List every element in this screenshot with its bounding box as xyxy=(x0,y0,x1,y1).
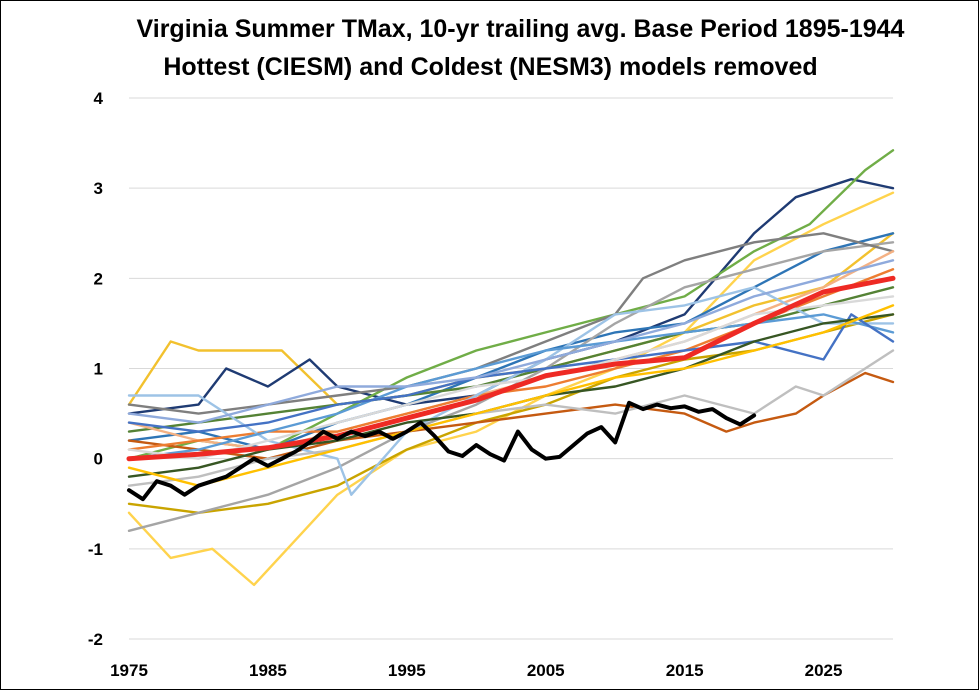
x-tick-label: 2005 xyxy=(527,661,565,680)
series-line-model-18 xyxy=(127,349,895,487)
y-tick-label: 1 xyxy=(94,360,103,379)
y-tick-label: 2 xyxy=(94,269,103,288)
series-line-model-15 xyxy=(127,313,895,433)
y-axis-ticks: 4 3 2 1 0 -1 -2 xyxy=(88,89,104,649)
chart-subtitle: Hottest (CIESM) and Coldest (NESM3) mode… xyxy=(163,53,818,81)
y-tick-label: 4 xyxy=(94,89,104,108)
x-tick-label: 2025 xyxy=(805,661,843,680)
series-line-model-1 xyxy=(127,232,895,406)
y-tick-label: 3 xyxy=(94,179,103,198)
series-line-observed xyxy=(127,400,757,502)
y-tick-label: 0 xyxy=(94,450,103,469)
chart-title: Virginia Summer TMax, 10-yr trailing avg… xyxy=(136,15,905,43)
x-tick-label: 1995 xyxy=(388,661,426,680)
x-axis-ticks: 1975 1985 1995 2005 2015 2025 xyxy=(110,661,842,680)
series-lines xyxy=(126,149,896,587)
series-line-model-20 xyxy=(127,259,895,424)
series-line-model-17 xyxy=(127,295,895,460)
x-tick-label: 2015 xyxy=(666,661,704,680)
x-tick-label: 1975 xyxy=(110,661,148,680)
y-tick-label: -1 xyxy=(88,540,103,559)
y-tick-label: -2 xyxy=(88,630,103,649)
series-line-model-19 xyxy=(127,304,895,487)
x-tick-label: 1985 xyxy=(249,661,287,680)
series-line-ensemble-mean xyxy=(126,275,896,462)
series-line-model-14 xyxy=(127,313,895,460)
